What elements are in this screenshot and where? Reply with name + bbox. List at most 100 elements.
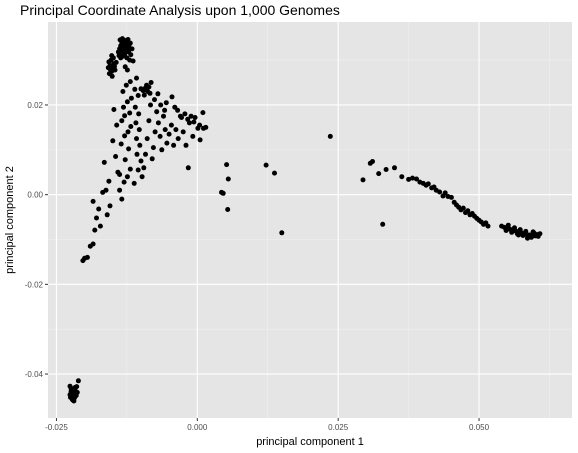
data-point <box>155 120 161 126</box>
data-point <box>155 91 161 97</box>
data-point <box>133 120 139 126</box>
data-point <box>146 118 152 124</box>
data-point <box>141 92 147 98</box>
data-point <box>73 393 79 399</box>
data-point <box>537 231 543 237</box>
data-point <box>448 194 454 200</box>
data-point <box>130 58 136 64</box>
data-point <box>147 90 153 96</box>
data-point <box>144 136 150 142</box>
data-point <box>516 232 521 238</box>
data-point <box>360 177 366 183</box>
data-point <box>134 136 139 142</box>
data-point <box>137 142 143 148</box>
data-point <box>121 104 126 110</box>
data-point <box>152 97 157 103</box>
grid-lines <box>48 22 572 418</box>
data-point <box>131 180 137 186</box>
y-tick-label: -0.04 <box>25 370 44 379</box>
data-point <box>119 118 125 124</box>
data-point <box>166 131 172 137</box>
data-point <box>220 190 226 196</box>
x-tick-label: 0.025 <box>328 423 349 432</box>
y-tick-label: 0.00 <box>27 191 43 200</box>
data-point <box>119 196 125 202</box>
data-point <box>126 146 132 152</box>
data-point <box>96 206 102 212</box>
data-point <box>135 93 141 98</box>
x-axis-title: principal component 1 <box>256 436 364 448</box>
x-tick-label: 0.050 <box>469 423 490 432</box>
data-point <box>370 159 375 164</box>
y-axis-ticks: -0.04 -0.02 0.00 0.02 <box>25 101 48 379</box>
data-point <box>183 142 189 148</box>
data-point <box>117 187 123 193</box>
data-point <box>465 208 471 214</box>
data-point <box>169 94 175 100</box>
data-point <box>118 55 124 61</box>
data-point <box>129 46 135 52</box>
data-point <box>279 230 285 236</box>
data-point <box>150 145 156 151</box>
data-point <box>123 82 129 88</box>
data-point <box>124 47 130 53</box>
data-point <box>158 102 164 108</box>
data-point <box>125 37 131 42</box>
data-point <box>528 234 534 240</box>
data-point <box>113 154 119 159</box>
data-point <box>110 138 116 144</box>
data-point <box>94 215 99 221</box>
data-point <box>97 223 103 229</box>
data-point <box>192 115 198 120</box>
data-point <box>70 397 76 403</box>
data-point <box>75 378 81 384</box>
data-point <box>224 162 230 168</box>
data-point <box>509 229 515 235</box>
data-point <box>180 129 186 135</box>
data-point <box>127 166 133 172</box>
data-point <box>157 133 163 139</box>
data-point <box>122 133 128 139</box>
data-point <box>191 119 197 125</box>
y-tick-label: 0.02 <box>27 101 43 110</box>
data-point <box>90 241 96 247</box>
data-point <box>127 40 133 46</box>
x-tick-label: 0.000 <box>187 423 208 432</box>
data-point <box>125 129 131 135</box>
data-point <box>122 51 128 57</box>
data-point <box>122 113 128 119</box>
data-point <box>127 79 133 85</box>
data-point <box>154 109 160 115</box>
data-point <box>128 95 134 101</box>
data-point <box>168 122 174 128</box>
data-point <box>124 174 130 180</box>
data-point <box>148 80 154 85</box>
data-point <box>485 223 491 229</box>
data-point <box>115 169 121 175</box>
x-axis-ticks: -0.025 0.000 0.025 0.050 <box>45 418 490 432</box>
data-point <box>162 127 168 133</box>
data-point <box>171 142 177 148</box>
data-point <box>162 107 168 113</box>
data-point <box>148 102 153 108</box>
data-point <box>460 205 466 211</box>
plot-panel <box>48 22 572 418</box>
data-point <box>197 137 203 143</box>
data-point <box>182 111 188 117</box>
data-point <box>525 235 530 241</box>
chart-title: Principal Coordinate Analysis upon 1,000… <box>20 2 340 18</box>
data-point <box>121 179 127 185</box>
data-point <box>173 127 179 133</box>
data-point <box>112 63 117 69</box>
data-point <box>134 75 139 81</box>
data-point <box>106 178 112 184</box>
data-point <box>107 203 113 209</box>
data-point <box>136 111 142 117</box>
data-point <box>152 129 158 135</box>
data-point <box>146 84 152 90</box>
data-point <box>124 67 130 73</box>
data-point <box>132 104 138 110</box>
data-point <box>161 113 166 119</box>
data-point <box>175 136 181 142</box>
data-point <box>179 115 184 120</box>
